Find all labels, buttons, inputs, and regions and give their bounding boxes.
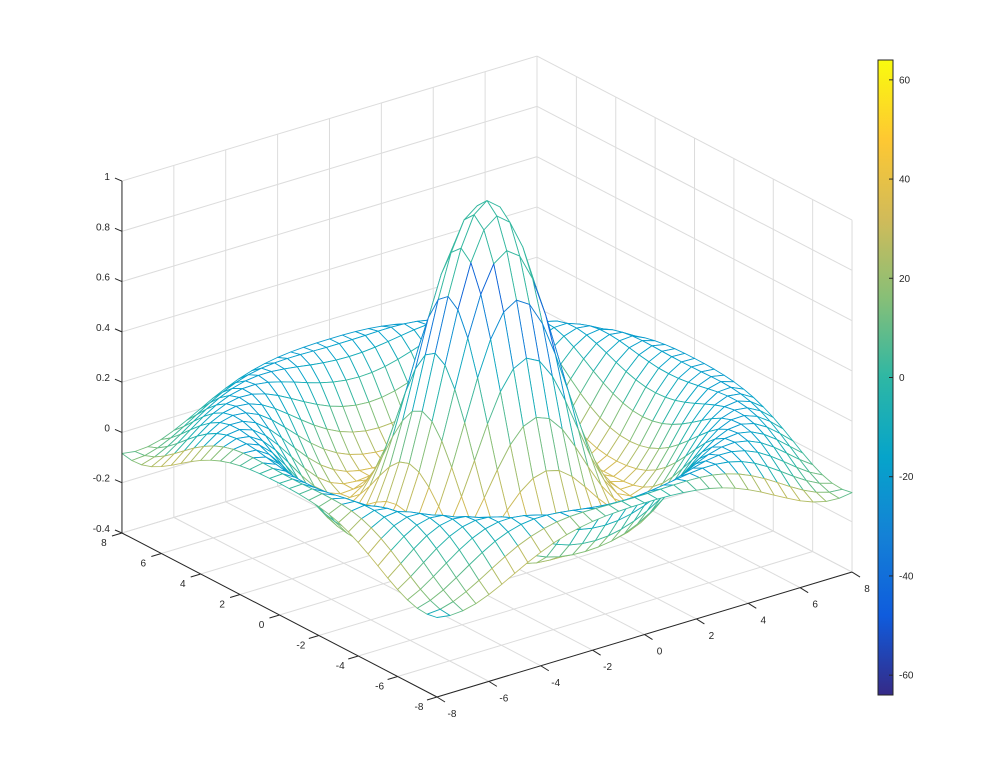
y-tick-label: 0 bbox=[259, 620, 265, 631]
x-tick bbox=[436, 696, 446, 703]
y-tick-label: 2 bbox=[219, 600, 225, 611]
x-tick-label: 6 bbox=[812, 600, 818, 611]
x-tick-label: -2 bbox=[603, 662, 612, 673]
x-tick bbox=[540, 665, 550, 672]
y-tick bbox=[190, 573, 201, 578]
y-tick bbox=[269, 614, 280, 619]
colorbar-tick-label: 40 bbox=[899, 175, 911, 186]
tick-labels: -0.4 -0.2 0 0.2 0.4 0.6 0.8 1 -8 -6 -4 -2 0 2 4 6 8 -8 -6 -… bbox=[93, 172, 871, 720]
z-tick bbox=[114, 227, 123, 232]
y-tick-label: 4 bbox=[180, 579, 186, 590]
colorbar-tick-label: 20 bbox=[899, 274, 911, 285]
x-tick bbox=[644, 634, 653, 640]
y-tick bbox=[151, 553, 162, 557]
y-tick-label: 8 bbox=[101, 538, 107, 549]
z-tick bbox=[114, 529, 123, 534]
x-tick bbox=[748, 602, 757, 609]
z-tick bbox=[114, 428, 123, 433]
grid-line bbox=[397, 551, 813, 677]
x-tick bbox=[696, 618, 705, 625]
axes-lines bbox=[111, 177, 861, 703]
y-tick-label: -8 bbox=[415, 702, 424, 713]
y-tick-label: -2 bbox=[296, 641, 305, 652]
z-tick bbox=[114, 278, 123, 283]
y-tick-label: 6 bbox=[141, 559, 147, 570]
x-tick bbox=[592, 649, 601, 656]
x-tick bbox=[799, 587, 809, 594]
grid-line bbox=[358, 530, 774, 657]
x-tick-label: 2 bbox=[709, 631, 715, 642]
z-tick-label: 0.8 bbox=[96, 222, 110, 233]
x-tick-label: 4 bbox=[760, 615, 766, 626]
colorbar-tick-label: 60 bbox=[899, 75, 911, 86]
z-tick bbox=[114, 479, 123, 484]
x-tick-label: -8 bbox=[448, 709, 457, 720]
z-tick-label: 0 bbox=[104, 423, 110, 434]
colorbar-tick-label: -20 bbox=[899, 472, 914, 483]
y-tick-label: -4 bbox=[336, 661, 345, 672]
y-tick bbox=[348, 655, 359, 660]
z-tick bbox=[114, 177, 123, 182]
colorbar-tick-label: 0 bbox=[899, 373, 905, 384]
z-tick-label: 0.2 bbox=[96, 373, 110, 384]
x-tick-label: 0 bbox=[657, 647, 663, 658]
z-tick bbox=[114, 378, 123, 383]
z-tick-label: 0.6 bbox=[96, 273, 110, 284]
x-tick-label: 8 bbox=[864, 584, 870, 595]
z-tick-label: -0.2 bbox=[93, 474, 111, 485]
y-tick bbox=[387, 676, 398, 680]
y-tick bbox=[308, 635, 320, 639]
y-tick-label: -6 bbox=[375, 682, 384, 693]
x-tick bbox=[488, 680, 498, 687]
colorbar-tick-label: -60 bbox=[899, 671, 914, 682]
mesh-cell bbox=[426, 608, 451, 618]
grid-line bbox=[318, 510, 735, 636]
z-tick bbox=[114, 328, 123, 333]
colorbar-tick-label: -40 bbox=[899, 571, 914, 582]
x-tick bbox=[851, 571, 861, 578]
mesh-surface bbox=[121, 200, 853, 618]
x-tick-label: -4 bbox=[551, 678, 560, 689]
y-tick bbox=[426, 696, 438, 701]
x-tick-label: -6 bbox=[499, 693, 508, 704]
colorbar: -60 -40 -20 0 20 40 60 bbox=[877, 59, 914, 696]
z-tick-label: -0.4 bbox=[93, 524, 111, 535]
z-tick-label: 1 bbox=[104, 172, 110, 183]
y-tick bbox=[111, 532, 123, 537]
z-tick-label: 0.4 bbox=[96, 323, 110, 334]
y-tick bbox=[229, 594, 241, 598]
